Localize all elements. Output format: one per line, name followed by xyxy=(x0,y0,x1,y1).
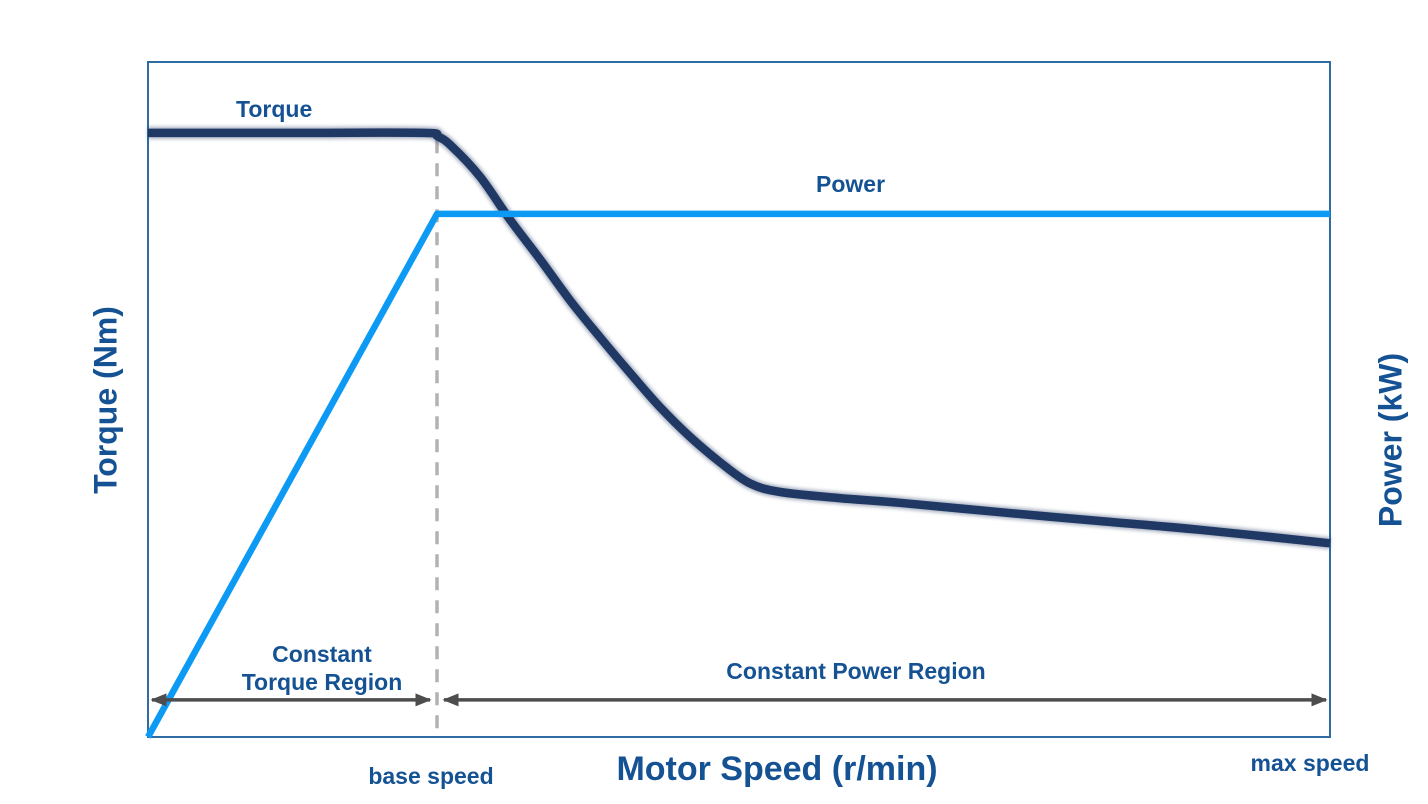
y-axis-right-title: Power (kW) xyxy=(1372,352,1409,528)
constant-power-region-label: Constant Power Region xyxy=(726,658,986,684)
power-curve xyxy=(145,210,1330,739)
power-series-label: Power xyxy=(816,171,886,197)
base-speed-label: base speed xyxy=(368,763,494,789)
x-axis-title: Motor Speed (r/min) xyxy=(616,750,938,788)
y-axis-left-title: Torque (Nm) xyxy=(87,306,124,494)
max-speed-label: max speed xyxy=(1250,750,1370,776)
torque-series-label: Torque xyxy=(236,96,313,122)
constant-torque-region-label: Constant Torque Region xyxy=(241,641,403,695)
torque-curve xyxy=(148,128,1331,548)
plot-border xyxy=(147,61,1331,738)
